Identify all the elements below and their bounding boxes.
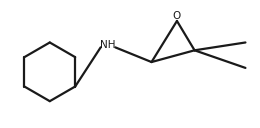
Text: O: O: [173, 11, 181, 21]
Text: NH: NH: [100, 40, 115, 50]
